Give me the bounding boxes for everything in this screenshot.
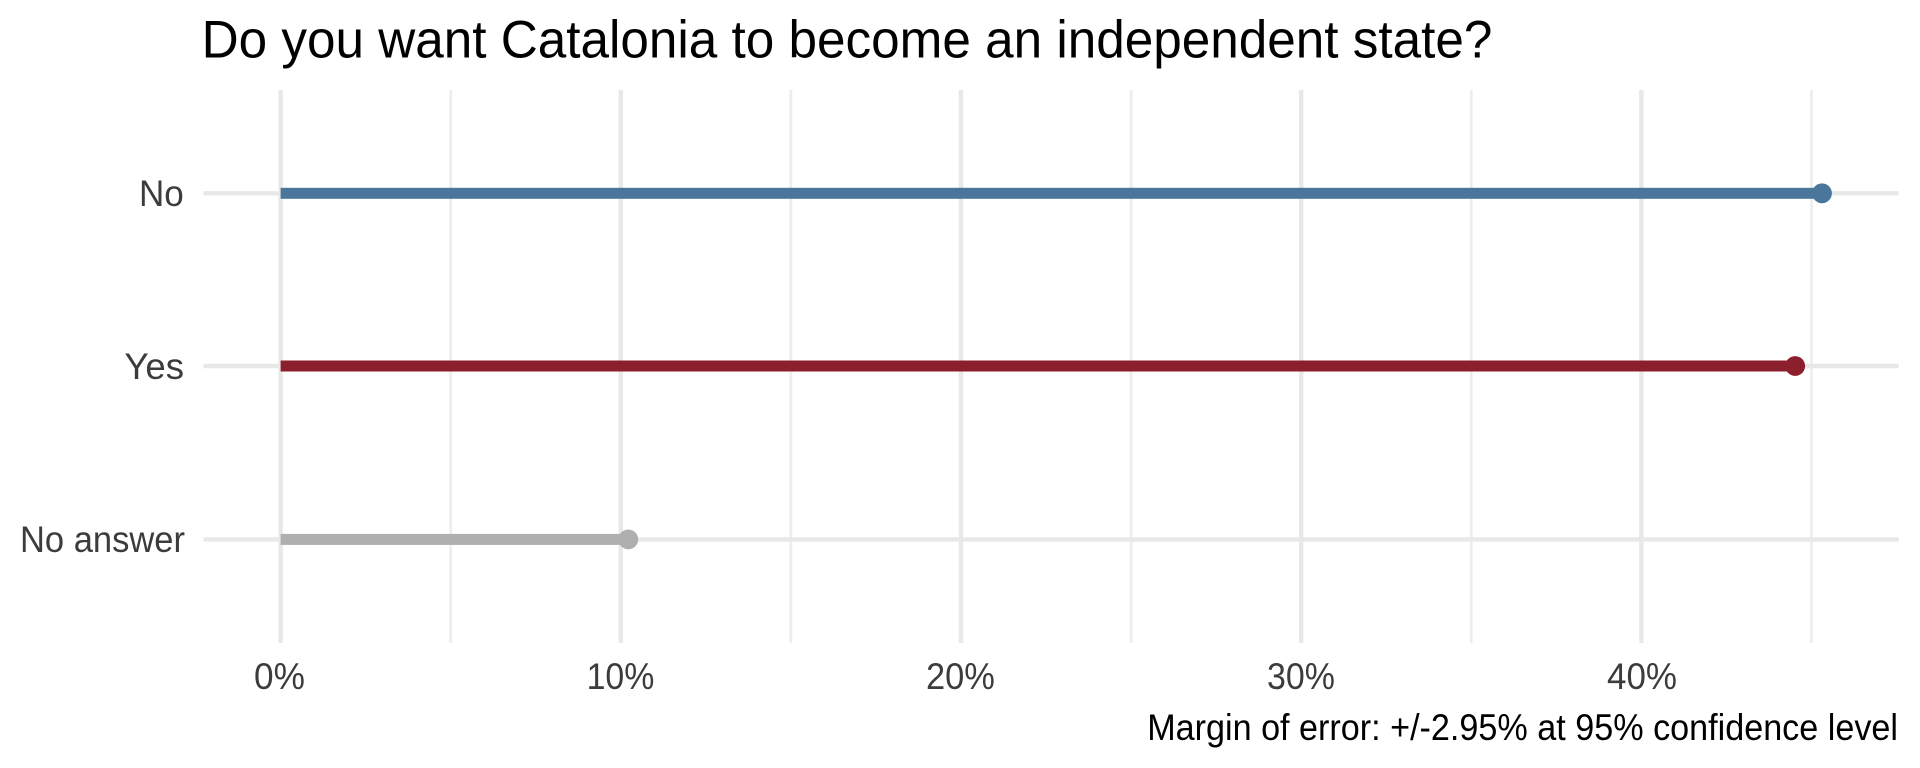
svg-text:10%: 10% — [587, 656, 655, 697]
svg-text:No answer: No answer — [20, 519, 185, 560]
svg-text:30%: 30% — [1267, 656, 1335, 697]
svg-text:0%: 0% — [254, 656, 305, 697]
svg-text:Yes: Yes — [124, 346, 184, 387]
svg-text:No: No — [139, 173, 184, 214]
svg-text:Margin of error: +/-2.95% at 9: Margin of error: +/-2.95% at 95% confide… — [1147, 706, 1898, 748]
svg-text:20%: 20% — [926, 656, 995, 697]
svg-text:40%: 40% — [1607, 656, 1677, 697]
svg-text:Do you want Catalonia to becom: Do you want Catalonia to become an indep… — [202, 11, 1493, 70]
